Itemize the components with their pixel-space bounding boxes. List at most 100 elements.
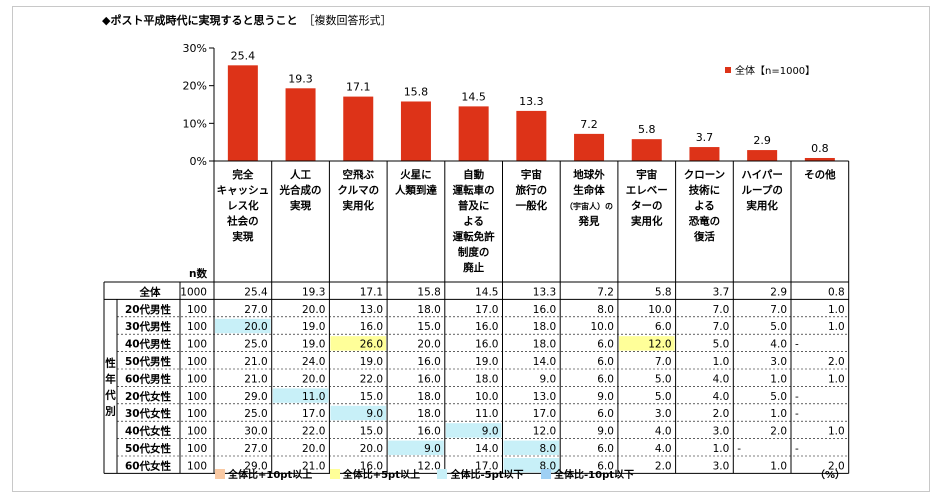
table-cell: 25.0	[244, 339, 267, 351]
table-cell: 1.0	[828, 373, 845, 385]
table-cell: 7.0	[713, 304, 730, 316]
row-n: 100	[187, 426, 207, 438]
bar-1	[285, 88, 316, 161]
table-cell: 7.0	[770, 304, 787, 316]
category-label: 自動	[463, 168, 484, 181]
table-cell: 20.0	[360, 443, 383, 455]
row-n: 100	[187, 391, 207, 403]
bar-value-label: 14.5	[461, 90, 486, 103]
category-label: よる	[463, 216, 484, 228]
category-label: 宇宙	[521, 168, 542, 181]
y-tick-label: 0%	[190, 155, 207, 168]
bar-value-label: 2.9	[753, 134, 771, 147]
bar-value-label: 25.4	[231, 49, 256, 62]
total-cell: 17.1	[360, 286, 383, 298]
bar-8	[689, 147, 720, 161]
category-label: 実用化	[343, 199, 375, 212]
category-label: レス化	[227, 199, 259, 212]
table-cell: -	[795, 391, 799, 403]
category-label: 普及に	[458, 199, 490, 212]
group-label-char: 年	[105, 372, 116, 385]
table-cell: 29.0	[244, 391, 267, 403]
table-cell: 5.0	[770, 391, 787, 403]
table-cell: 17.0	[475, 304, 498, 316]
table-cell: 10.0	[475, 391, 498, 403]
legend-item-plus10: 全体比+10pt以上	[215, 466, 312, 481]
category-label: （宇宙人）の	[565, 201, 613, 211]
table-cell: 16.0	[417, 356, 440, 368]
table-cell: 2.0	[828, 460, 845, 472]
table-cell: 17.0	[533, 408, 556, 420]
table-cell: 22.0	[360, 373, 383, 385]
table-cell: 7.0	[655, 356, 672, 368]
y-tick-label: 30%	[183, 42, 207, 55]
legend-label-plus10: 全体比+10pt以上	[228, 470, 313, 481]
table-cell: 15.0	[360, 391, 383, 403]
bar-0	[227, 65, 258, 161]
table-cell: 15.0	[360, 426, 383, 438]
group-label-char: 性	[105, 356, 116, 369]
legend-swatch-plus5	[329, 469, 340, 479]
highlight-cell	[330, 336, 387, 351]
table-cell: 6.0	[597, 460, 614, 472]
table-cell: 20.0	[302, 373, 325, 385]
table-cell: 20.0	[302, 443, 325, 455]
chart-frame	[12, 6, 930, 492]
table-cell: 24.0	[302, 356, 325, 368]
category-label: 実用化	[631, 215, 663, 228]
table-cell: 17.0	[302, 408, 325, 420]
table-cell: 1.0	[770, 373, 787, 385]
category-label: よる	[694, 200, 715, 212]
table-cell: 18.0	[417, 304, 440, 316]
table-cell: 17.0	[475, 460, 498, 472]
table-cell: 4.0	[713, 391, 730, 403]
table-cell: 16.0	[475, 339, 498, 351]
legend-item-plus5: 全体比+5pt以上	[329, 466, 420, 481]
table-cell: 27.0	[244, 443, 267, 455]
row-n: 100	[187, 443, 207, 455]
bar-value-label: 15.8	[404, 85, 429, 98]
total-cell: 25.4	[244, 286, 268, 298]
table-cell: 16.0	[475, 321, 498, 333]
table-cell: 2.0	[770, 426, 787, 438]
category-label: 人工	[290, 168, 311, 181]
category-label: 光合成の	[279, 184, 322, 197]
table-cell: -	[737, 443, 741, 455]
row-label: 50代女性	[125, 442, 172, 455]
total-cell: 2.9	[770, 286, 787, 298]
table-cell: 18.0	[417, 391, 440, 403]
total-cell: 19.3	[302, 286, 325, 298]
table-cell: 19.0	[302, 339, 325, 351]
table-cell: 12.0	[648, 339, 671, 351]
table-cell: 1.0	[828, 321, 845, 333]
category-label: 火星に	[400, 169, 432, 181]
bar-5	[516, 110, 547, 161]
bar-value-label: 3.7	[696, 131, 714, 144]
bar-value-label: 19.3	[288, 72, 313, 85]
row-label: 30代女性	[125, 407, 172, 420]
table-cell: 16.0	[533, 304, 556, 316]
table-cell: 9.0	[597, 426, 614, 438]
table-cell: 1.0	[770, 460, 787, 472]
row-label: 40代男性	[125, 338, 172, 351]
category-label: 恐竜の	[689, 215, 721, 228]
category-label: 地球外	[573, 168, 605, 181]
total-n: 1000	[180, 286, 207, 298]
table-cell: 19.0	[360, 356, 383, 368]
total-cell: 14.5	[475, 286, 498, 298]
group-label-char: 代	[104, 388, 116, 401]
row-n: 100	[187, 373, 207, 385]
table-cell: 6.0	[597, 443, 614, 455]
table-cell: 12.0	[533, 426, 556, 438]
table-cell: 21.0	[244, 373, 267, 385]
table-cell: 1.0	[713, 356, 730, 368]
bar-7	[631, 139, 662, 161]
table-layer: 完全キャッシュレス化社会の実現人工光合成の実現空飛ぶクルマの実用化火星に人類到達…	[103, 160, 850, 474]
table-cell: 9.0	[539, 373, 556, 385]
bar-value-label: 17.1	[346, 81, 371, 94]
table-cell: 11.0	[302, 391, 325, 403]
category-label: ループの	[741, 184, 782, 197]
highlight-cell	[445, 423, 502, 438]
highlight-legend: 全体比+10pt以上 全体比+5pt以上 全体比-5pt以下 全体比-10pt以…	[215, 466, 648, 481]
table-cell: 4.0	[713, 373, 730, 385]
